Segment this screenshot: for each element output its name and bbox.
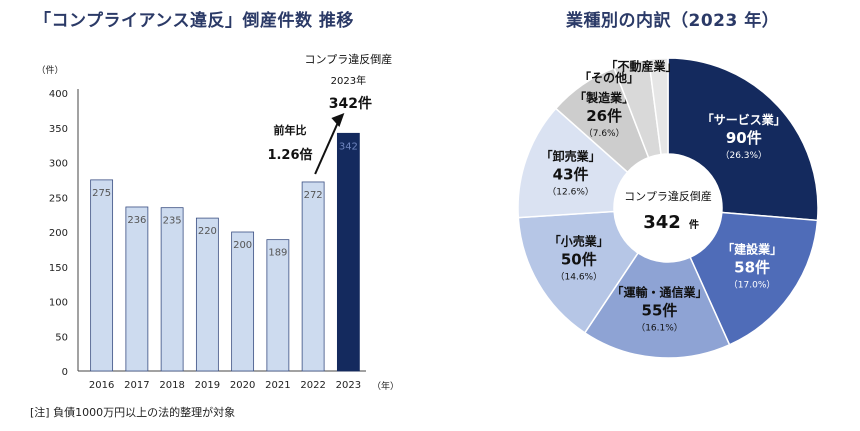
y-axis-unit: （件） bbox=[36, 64, 63, 76]
slice-pct-label: （12.6%） bbox=[547, 187, 594, 198]
bar-2020 bbox=[231, 231, 255, 372]
slice-pct-label: （7.6%） bbox=[584, 128, 625, 139]
slice-name-label: 「サービス業」 bbox=[702, 112, 786, 127]
slice-name-label: 「製造業」 bbox=[574, 90, 634, 105]
bar-value-label: 220 bbox=[198, 226, 217, 237]
donut-center bbox=[614, 154, 722, 262]
slice-count-label: 90件 bbox=[726, 129, 762, 147]
pie-chart-title: 業種別の内訳（2023 年） bbox=[566, 11, 780, 31]
annotation-line2: 2023年 bbox=[331, 74, 366, 87]
bar-chart-title: 「コンプライアンス違反」倒産件数 推移 bbox=[34, 11, 354, 31]
y-tick-label: 350 bbox=[49, 124, 68, 135]
bar-value-label: 272 bbox=[304, 190, 323, 201]
slice-count-label: 50件 bbox=[561, 251, 597, 269]
bar-2016 bbox=[90, 179, 114, 372]
annotation-line3: 342件 bbox=[329, 95, 372, 112]
y-tick-label: 0 bbox=[62, 367, 68, 378]
x-tick-label: 2020 bbox=[230, 380, 255, 391]
ratio-label: 前年比 bbox=[274, 123, 307, 137]
slice-name-label: 「運輸・通信業」 bbox=[611, 285, 707, 300]
y-tick-label: 300 bbox=[49, 159, 68, 170]
x-tick-label: 2019 bbox=[195, 380, 220, 391]
annotation-line1: コンプラ違反倒産 bbox=[305, 53, 393, 66]
slice-count-label: 43件 bbox=[553, 166, 589, 184]
slice-pct-label: （26.3%） bbox=[720, 150, 767, 161]
x-tick-label: 2022 bbox=[300, 380, 325, 391]
x-tick-label: 2017 bbox=[124, 380, 149, 391]
bar-value-label: 189 bbox=[268, 248, 287, 259]
slice-count-label: 58件 bbox=[734, 258, 770, 276]
center-unit: 件 bbox=[689, 218, 699, 231]
x-axis-unit: （年） bbox=[372, 380, 399, 392]
y-tick-label: 150 bbox=[49, 263, 68, 274]
slice-pct-label: （14.6%） bbox=[556, 272, 603, 283]
ratio-value: 1.26倍 bbox=[267, 147, 312, 163]
x-tick-label: 2016 bbox=[89, 380, 114, 391]
slice-pct-label: （17.0%） bbox=[729, 279, 776, 290]
y-tick-label: 250 bbox=[49, 193, 68, 204]
growth-arrow-line bbox=[314, 116, 342, 175]
y-tick-label: 200 bbox=[49, 228, 68, 239]
slice-name-label: 「その他」 bbox=[579, 70, 639, 85]
bar-2019 bbox=[195, 217, 219, 372]
slice-name-label: 「不動産業」 bbox=[606, 58, 678, 73]
slice-pct-label: （16.1%） bbox=[636, 323, 683, 334]
bar-2023 bbox=[336, 132, 360, 372]
y-tick-label: 400 bbox=[49, 89, 68, 100]
bar-2022 bbox=[301, 181, 325, 372]
bar-value-label: 236 bbox=[127, 215, 146, 226]
bar-2021 bbox=[266, 239, 290, 372]
x-tick-label: 2018 bbox=[159, 380, 184, 391]
x-tick-label: 2023 bbox=[336, 380, 361, 391]
slice-name-label: 「小売業」 bbox=[549, 234, 609, 249]
x-tick-label: 2021 bbox=[265, 380, 290, 391]
y-tick-label: 100 bbox=[49, 298, 68, 309]
donut-chart: 「サービス業」 90件 （26.3%） 「建設業」 58件 （17.0%） 「運輸・通信業」… bbox=[517, 57, 819, 359]
growth-arrow-head bbox=[331, 113, 345, 127]
y-tick-label: 50 bbox=[55, 332, 68, 343]
bar-2018 bbox=[160, 207, 184, 372]
center-value: 342 bbox=[643, 212, 681, 233]
bar-value-label: 275 bbox=[92, 188, 111, 199]
bar-chart: 0 50 100 150 200 250 300 350 400 （件） 275 2016 236 201… bbox=[36, 53, 399, 392]
bar-value-label: 200 bbox=[233, 240, 252, 251]
slice-count-label: 26件 bbox=[586, 107, 622, 125]
bar-value-label: 235 bbox=[163, 216, 182, 227]
slice-name-label: 「建設業」 bbox=[722, 241, 782, 256]
footnote: [注] 負債1000万円以上の法的整理が対象 bbox=[30, 406, 236, 419]
slice-name-label: 「卸売業」 bbox=[541, 149, 601, 164]
slice-count-label: 55件 bbox=[642, 302, 678, 320]
bar-value-label: 342 bbox=[339, 141, 358, 152]
bar-2017 bbox=[125, 206, 149, 372]
center-label: コンプラ違反倒産 bbox=[624, 190, 712, 203]
